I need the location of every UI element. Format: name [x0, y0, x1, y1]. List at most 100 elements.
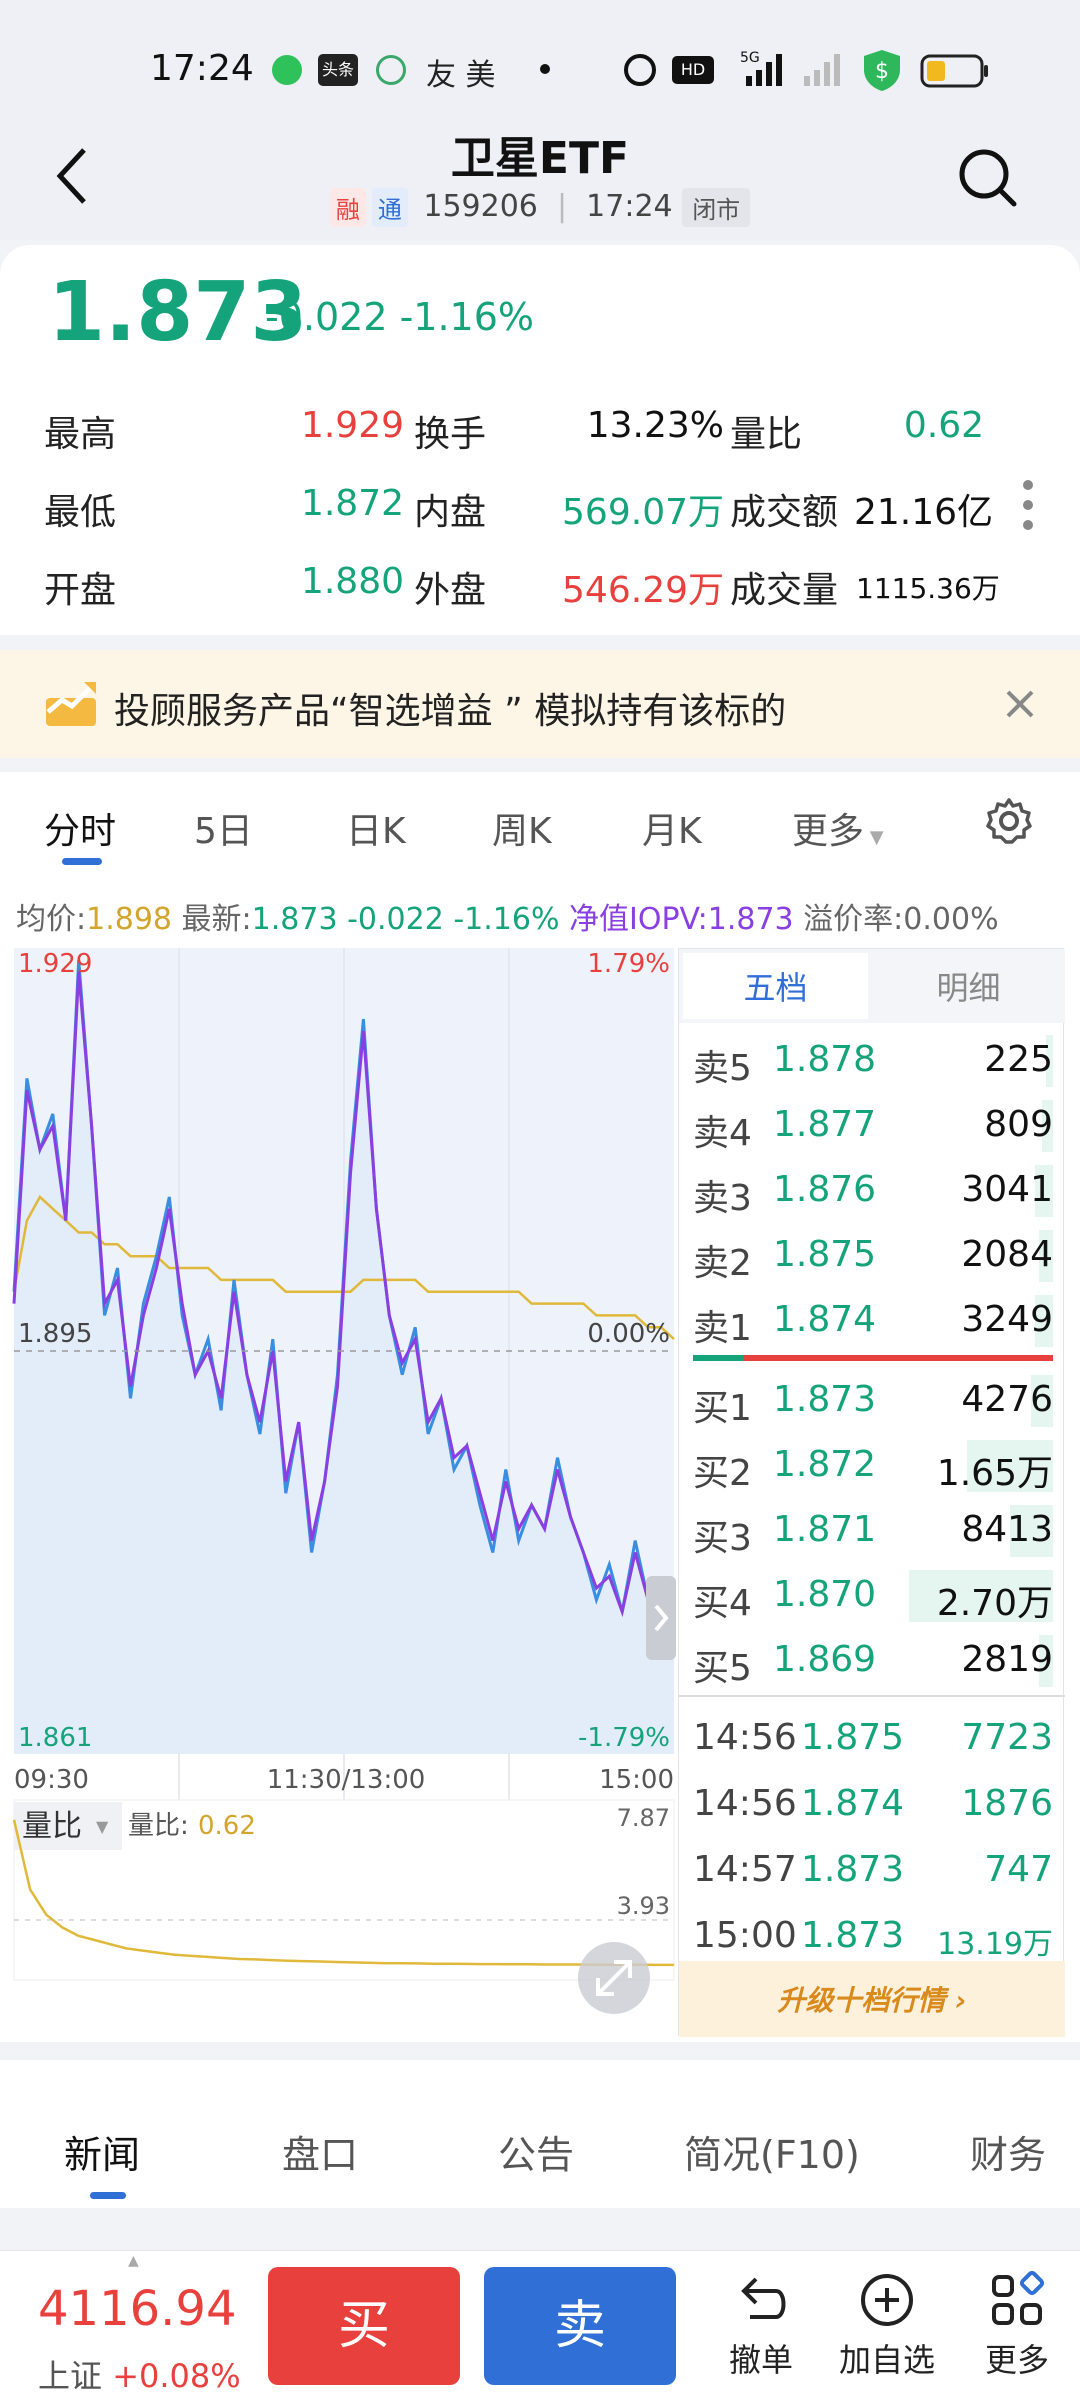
y-max-pct: 1.79%: [587, 949, 670, 979]
vr-y-mid-label: 3.93: [617, 1892, 670, 1920]
volume-bar: [1010, 1505, 1053, 1557]
tab-weekly-k[interactable]: 周K: [492, 811, 552, 852]
chevron-right-icon: ›: [955, 1984, 967, 2017]
tab-details[interactable]: 明细: [936, 969, 1001, 1007]
gear-icon[interactable]: [984, 796, 1034, 850]
more-button[interactable]: 更多: [962, 2271, 1072, 2381]
tick-row: 14:56 1.875 7723: [693, 1717, 1053, 1758]
signal-5g-icon: 5G: [740, 48, 790, 92]
signal-icon: [802, 50, 848, 92]
tab-monthly-k[interactable]: 月K: [642, 811, 702, 852]
alarm-icon: [624, 54, 656, 86]
svg-text:5G: 5G: [740, 50, 760, 66]
add-circle-icon: [861, 2274, 913, 2326]
volume-ratio-value: 0.62: [198, 1811, 256, 1841]
ask-row[interactable]: 卖3 1.876 3041: [693, 1159, 1053, 1225]
tab-more[interactable]: 更多 ▼: [792, 811, 884, 852]
status-bar: 17:24 头条 友 美 HD 5G $: [0, 0, 1080, 130]
news-tab-underline: [90, 2192, 126, 2199]
caret-down-icon: ▼: [864, 827, 884, 848]
add-watchlist-button[interactable]: 加自选: [832, 2271, 942, 2381]
volume-bar: [1042, 1100, 1053, 1152]
ask-row[interactable]: 卖1 1.874 3249: [693, 1289, 1053, 1355]
quote-row: 最高 1.929 换手 13.23% 量比 0.62: [44, 405, 984, 455]
status-time: 17:24: [150, 48, 254, 89]
tab-announcements[interactable]: 公告: [498, 2133, 575, 2177]
volume-ratio-selector[interactable]: [14, 1802, 122, 1850]
advisory-banner[interactable]: 投顾服务产品“智选增益 ” 模拟持有该标的: [0, 650, 1080, 758]
vr-y-max-label: 7.87: [617, 1804, 670, 1832]
collapse-handle-icon[interactable]: [646, 1576, 676, 1660]
x-tick-close: 15:00: [599, 1765, 674, 1795]
security-subline: 融通 159206 | 17:24 闭市: [0, 188, 1080, 227]
wheat-app-icon: [376, 55, 406, 85]
hd-icon: HD: [672, 56, 714, 84]
chat-bubble-icon: [272, 55, 302, 85]
intraday-chart[interactable]: 1.929 1.79% 1.895 0.00% 1.861 -1.79% 09:…: [0, 942, 676, 2042]
security-code: 159206: [423, 189, 538, 224]
tick-row: 14:56 1.874 1876: [693, 1783, 1053, 1824]
shield-dollar-icon: $: [862, 48, 902, 96]
quote-panel: 1.873 -0.022 -1.16% 最高 1.929 换手 13.23% 量…: [0, 245, 1080, 635]
tab-5day[interactable]: 5日: [194, 811, 253, 852]
intraday-info-line: 均价:1.898 最新:1.873 -0.022 -1.16% 净值IOPV:1…: [0, 882, 1080, 942]
sell-button[interactable]: 卖: [484, 2267, 676, 2385]
chart-up-icon: [44, 678, 98, 732]
search-icon[interactable]: [956, 146, 1020, 214]
cancel-order-button[interactable]: 撤单: [706, 2271, 816, 2381]
volume-ratio-label: 量比: [22, 1809, 82, 1844]
tab-underline: [62, 858, 102, 865]
iopv-value: 1.873: [707, 902, 794, 937]
y-mid-pct: 0.00%: [587, 1319, 670, 1349]
price-area: [14, 971, 674, 1754]
tab-five-levels[interactable]: 五档: [743, 969, 808, 1007]
order-book-tabs: 五档 明细: [679, 949, 1065, 1023]
expand-icon[interactable]: [578, 1942, 650, 2014]
y-min-label: 1.861: [18, 1723, 92, 1753]
page-title: 卫星ETF: [450, 133, 630, 184]
battery-icon: [920, 54, 990, 92]
bid-row[interactable]: 买5 1.869 2819: [693, 1629, 1053, 1695]
undo-icon: [741, 2277, 786, 2319]
upgrade-banner[interactable]: 升级十档行情 ›: [679, 1961, 1065, 2037]
more-vertical-icon[interactable]: [1020, 477, 1036, 537]
tab-daily-k[interactable]: 日K: [346, 811, 406, 852]
bid-row[interactable]: 买4 1.870 2.70万: [693, 1564, 1053, 1630]
ask-row[interactable]: 卖2 1.875 2084: [693, 1224, 1053, 1290]
header: 卫星ETF 融通 159206 | 17:24 闭市: [0, 110, 1080, 240]
volume-ratio-sub-label: 量比:: [128, 1811, 189, 1841]
tab-intraday[interactable]: 分时: [44, 811, 117, 852]
quote-row: 最低 1.872 内盘 569.07万 成交额 21.16亿: [44, 483, 994, 533]
bid-row[interactable]: 买1 1.873 4276: [693, 1369, 1053, 1435]
volume-bar: [1039, 1635, 1053, 1687]
ask-bid-ratio-bar-buy: [693, 1355, 743, 1361]
svg-text:$: $: [875, 59, 889, 84]
ask-row[interactable]: 卖4 1.877 809: [693, 1094, 1053, 1160]
ask-row[interactable]: 卖5 1.878 225: [693, 1029, 1053, 1095]
tab-news[interactable]: 新闻: [64, 2133, 141, 2177]
bid-row[interactable]: 买2 1.872 1.65万: [693, 1434, 1053, 1500]
news-tabs: 新闻 盘口 公告 简况(F10) 财务: [0, 2060, 1080, 2208]
grid-more-icon: [992, 2271, 1045, 2325]
margin-tag: 融: [329, 188, 366, 227]
order-book: 五档 明细 卖5 1.878 225 卖4 1.877 809 卖3 1.876…: [678, 948, 1065, 2037]
close-icon[interactable]: [1004, 688, 1036, 724]
index-value[interactable]: 4116.94: [38, 2281, 237, 2337]
volume-bar: [1031, 1375, 1053, 1427]
banner-text: 投顾服务产品“智选增益 ” 模拟持有该标的: [114, 691, 787, 732]
volume-bar: [1039, 1230, 1053, 1282]
x-tick-midday: 11:30/13:00: [267, 1765, 426, 1795]
chart-tabs: 分时 5日 日K 周K 月K 更多 ▼: [0, 772, 1080, 882]
x-tick-open: 09:30: [14, 1765, 89, 1795]
connect-tag: 通: [371, 188, 408, 227]
tab-order-info[interactable]: 盘口: [282, 2133, 359, 2177]
volume-ratio-line: [12, 1819, 674, 1967]
tab-profile-f10[interactable]: 简况(F10): [684, 2133, 860, 2177]
index-name-change[interactable]: 上证 +0.08%: [38, 2357, 241, 2395]
ask-bid-ratio-bar-sell: [743, 1355, 1053, 1361]
back-icon[interactable]: [52, 146, 92, 210]
bid-row[interactable]: 买3 1.871 8413: [693, 1499, 1053, 1565]
buy-button[interactable]: 买: [268, 2267, 460, 2385]
price-line: [12, 971, 676, 1626]
tab-financials[interactable]: 财务: [970, 2133, 1047, 2177]
